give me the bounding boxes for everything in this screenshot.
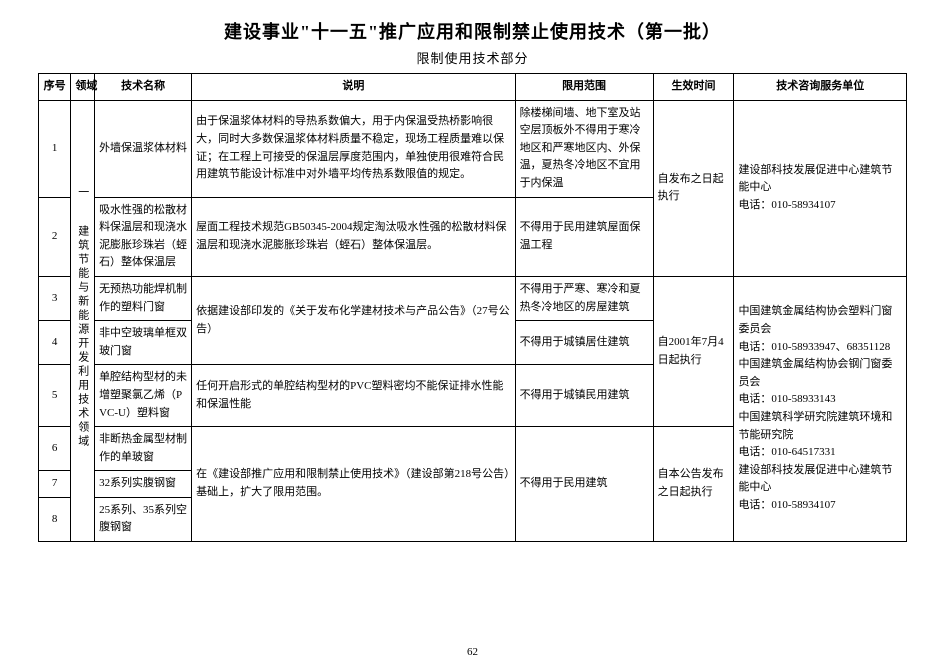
- cell-time: 自发布之日起执行: [653, 100, 734, 276]
- header-name: 技术名称: [95, 74, 192, 101]
- cell-seq: 5: [39, 365, 71, 427]
- cell-name: 单腔结构型材的未增塑聚氯乙烯（PVC-U）塑料窗: [95, 365, 192, 427]
- table-header-row: 序号 领域 技术名称 说明 限用范围 生效时间 技术咨询服务单位: [39, 74, 907, 101]
- header-seq: 序号: [39, 74, 71, 101]
- cell-name: 非断热金属型材制作的单玻窗: [95, 427, 192, 471]
- cell-seq: 7: [39, 471, 71, 498]
- cell-contact: 建设部科技发展促进中心建筑节能中心 电话：010-58934107: [734, 100, 907, 276]
- header-scope: 限用范围: [515, 74, 653, 101]
- main-table: 序号 领域 技术名称 说明 限用范围 生效时间 技术咨询服务单位 1 一 建筑节…: [38, 73, 907, 542]
- cell-scope: 不得用于民用建筑: [515, 427, 653, 542]
- cell-desc: 依据建设部印发的《关于发布化学建材技术与产品公告》（27号公告）: [192, 276, 515, 364]
- cell-seq: 2: [39, 197, 71, 276]
- cell-domain: 一 建筑节能与新能源开发利用技术领域: [71, 100, 95, 541]
- cell-desc: 屋面工程技术规范GB50345-2004规定淘汰吸水性强的松散材料保温层和现浇水…: [192, 197, 515, 276]
- cell-time: 自2001年7月4日起执行: [653, 276, 734, 426]
- cell-desc: 在《建设部推广应用和限制禁止使用技术》（建设部第218号公告）基础上，扩大了限用…: [192, 427, 515, 542]
- cell-name: 32系列实腹钢窗: [95, 471, 192, 498]
- header-domain: 领域: [71, 74, 95, 101]
- cell-seq: 6: [39, 427, 71, 471]
- domain-label-1: 一: [77, 186, 89, 200]
- cell-seq: 4: [39, 321, 71, 365]
- cell-name: 外墙保温浆体材料: [95, 100, 192, 197]
- cell-seq: 1: [39, 100, 71, 197]
- cell-scope: 不得用于严寒、寒冷和夏热冬冷地区的房屋建筑: [515, 276, 653, 320]
- cell-seq: 8: [39, 497, 71, 541]
- cell-desc: 由于保温浆体材料的导热系数偏大，用于内保温受热桥影响很大，同时大多数保温浆体材料…: [192, 100, 515, 197]
- cell-desc: 任何开启形式的单腔结构型材的PVC塑料密均不能保证排水性能和保温性能: [192, 365, 515, 427]
- header-desc: 说明: [192, 74, 515, 101]
- cell-scope: 不得用于城镇居住建筑: [515, 321, 653, 365]
- domain-label-2: 建筑节能与新能源开发利用技术领域: [77, 225, 89, 449]
- table-row: 1 一 建筑节能与新能源开发利用技术领域 外墙保温浆体材料 由于保温浆体材料的导…: [39, 100, 907, 197]
- cell-seq: 3: [39, 276, 71, 320]
- header-contact: 技术咨询服务单位: [734, 74, 907, 101]
- page-number: 62: [0, 646, 945, 658]
- page-subtitle: 限制使用技术部分: [38, 48, 907, 67]
- cell-name: 非中空玻璃单框双玻门窗: [95, 321, 192, 365]
- cell-name: 25系列、35系列空腹钢窗: [95, 497, 192, 541]
- header-time: 生效时间: [653, 74, 734, 101]
- cell-scope: 不得用于城镇民用建筑: [515, 365, 653, 427]
- table-row: 3 无预热功能焊机制作的塑料门窗 依据建设部印发的《关于发布化学建材技术与产品公…: [39, 276, 907, 320]
- cell-scope: 不得用于民用建筑屋面保温工程: [515, 197, 653, 276]
- cell-scope: 除楼梯间墙、地下室及站空层顶板外不得用于寒冷地区和严寒地区内、外保温，夏热冬冷地…: [515, 100, 653, 197]
- cell-name: 吸水性强的松散材料保温层和现浇水泥膨胀珍珠岩（蛭石）整体保温层: [95, 197, 192, 276]
- page-title: 建设事业"十一五"推广应用和限制禁止使用技术（第一批）: [38, 18, 907, 44]
- cell-contact: 中国建筑金属结构协会塑料门窗委员会 电话：010-58933947、683511…: [734, 276, 907, 541]
- cell-name: 无预热功能焊机制作的塑料门窗: [95, 276, 192, 320]
- cell-time: 自本公告发布之日起执行: [653, 427, 734, 542]
